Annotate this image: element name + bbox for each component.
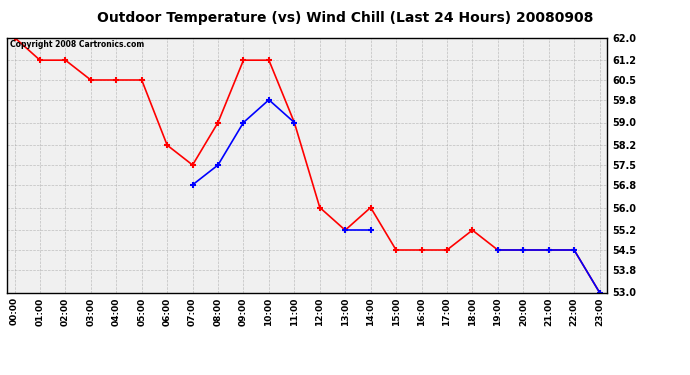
Text: Outdoor Temperature (vs) Wind Chill (Last 24 Hours) 20080908: Outdoor Temperature (vs) Wind Chill (Las… [97,11,593,25]
Text: Copyright 2008 Cartronics.com: Copyright 2008 Cartronics.com [10,40,144,49]
